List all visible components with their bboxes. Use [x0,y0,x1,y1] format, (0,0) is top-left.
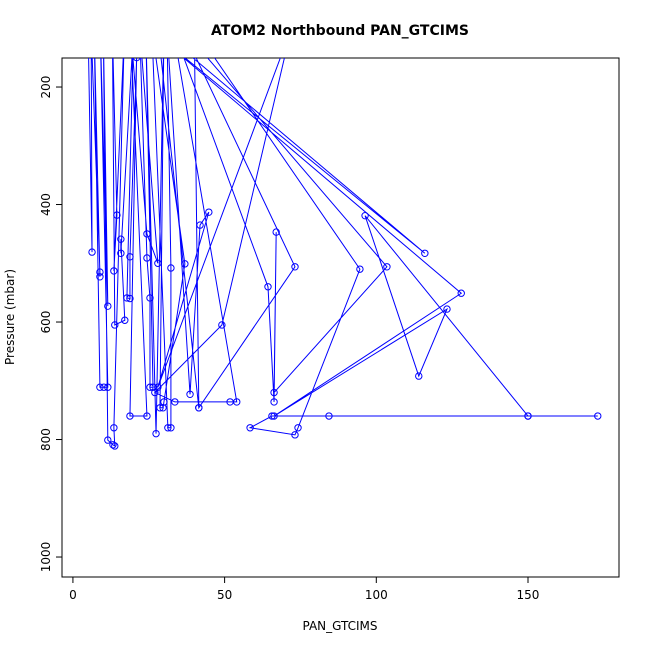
data-point [104,302,112,310]
data-point [167,264,175,272]
data-point [151,388,159,397]
y-tick-label: 800 [39,428,53,451]
data-point [179,25,185,31]
data-point [123,294,131,302]
data-point [325,412,333,420]
data-point [132,58,141,62]
data-point [126,294,134,303]
data-point [195,404,203,412]
data-point [143,230,151,238]
data-point [415,372,423,380]
plot-frame [61,57,620,578]
data-point [160,398,168,406]
y-tick-label: 200 [39,76,53,99]
data-point [100,383,108,391]
data-point [233,398,241,406]
data-point [191,25,197,31]
data-point [524,412,532,420]
data-point [156,404,164,412]
y-tick-label: 600 [39,311,53,334]
data-point [111,321,119,329]
data-point [594,412,602,420]
data-point [152,429,160,438]
data-line [88,58,598,447]
x-tick-label: 50 [217,588,232,602]
y-axis-label: Pressure (mbar) [3,269,17,365]
x-tick-label: 150 [517,588,540,602]
data-point [126,253,134,261]
data-point [161,25,167,31]
data-point [149,383,157,391]
data-point [218,321,226,329]
data-point [88,25,94,31]
plot-area [85,25,602,450]
data-point [181,260,189,268]
data-point [264,283,272,291]
data-point [109,441,117,449]
data-point [146,383,154,391]
data-point [291,263,299,271]
data-point [164,25,170,31]
data-point [186,390,194,398]
data-point [121,25,127,31]
data-point [104,436,112,444]
data-point [457,289,465,297]
data-point [270,412,278,420]
data-point [104,383,112,391]
y-tick-label: 400 [39,193,53,216]
data-point [443,305,451,313]
data-point [272,228,280,236]
data-point [154,259,162,267]
data-point [421,249,429,257]
data-point [164,424,172,432]
data-point [356,265,364,273]
data-point [96,273,104,281]
data-point [88,248,96,256]
data-point [96,268,104,276]
data-point [361,211,369,220]
data-point [143,412,151,420]
data-point [85,25,91,31]
data-point [155,25,161,31]
data-point [100,25,106,31]
data-point [97,25,103,31]
data-point [146,294,154,302]
data-point [110,267,118,275]
data-point [291,431,299,439]
data-point [136,25,142,31]
data-point [96,383,104,391]
data-point [130,25,136,31]
data-point [205,208,213,216]
data-point [149,25,155,31]
data-point [91,25,97,31]
data-point [268,412,276,420]
data-point [167,424,175,432]
y-tick-label: 1000 [39,542,53,573]
data-point [270,398,278,406]
data-point [127,25,133,31]
data-point [143,254,151,262]
data-point [196,221,204,229]
data-point [383,263,391,271]
x-tick-label: 100 [365,588,388,602]
data-point [126,412,134,420]
data-point [109,25,115,31]
x-tick-label: 0 [69,588,77,602]
data-point [111,442,119,450]
data-point [246,424,254,432]
data-point [146,25,152,31]
data-point [113,211,121,219]
data-point [294,424,302,432]
data-point [270,388,278,397]
data-point [143,25,149,31]
data-point [171,398,179,406]
data-point [117,249,125,257]
x-axis-label: PAN_GTCIMS [302,619,377,633]
data-point [121,316,129,324]
data-point [117,235,125,243]
data-point [170,25,176,31]
chart-title: ATOM2 Northbound PAN_GTCIMS [211,23,469,39]
data-point [110,424,118,432]
